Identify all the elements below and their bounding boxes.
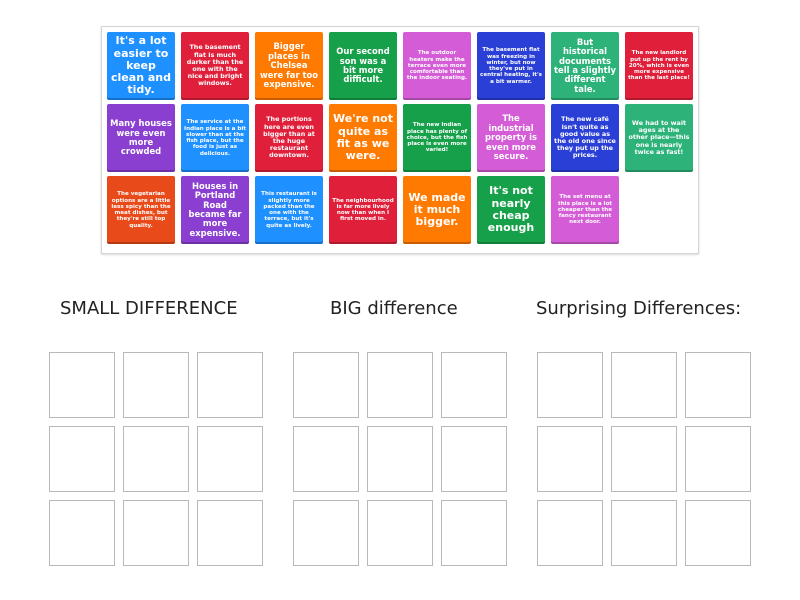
sentence-card-text: The outdoor heaters make the terrace eve… <box>406 50 468 82</box>
drop-slot-surprising[interactable] <box>685 426 751 492</box>
sentence-card[interactable]: We're not quite as fit as we were. <box>329 104 397 172</box>
category-heading-small: SMALL DIFFERENCE <box>60 298 238 319</box>
sentence-card-text: Bigger places in Chelsea were far too ex… <box>260 41 318 90</box>
sentence-card[interactable]: Many houses were even more crowded <box>107 104 175 172</box>
drop-slot-small[interactable] <box>197 500 263 566</box>
drop-slot-small[interactable] <box>49 352 115 418</box>
sentence-card[interactable]: The service at the Indian place is a bit… <box>181 104 249 172</box>
sentence-card[interactable]: It's a lot easier to keep clean and tidy… <box>107 32 175 100</box>
sentence-card[interactable]: We had to wait ages at the other place—t… <box>625 104 693 172</box>
sentence-card-text: The basement flat was freezing in winter… <box>480 47 542 85</box>
drop-slot-big[interactable] <box>441 500 507 566</box>
sentence-card-text: The neighbourhood is far more lively now… <box>332 197 394 223</box>
card-pool: It's a lot easier to keep clean and tidy… <box>101 26 699 254</box>
sentence-card-text: We're not quite as fit as we were. <box>333 112 393 163</box>
sentence-card[interactable]: The new landlord put up the rent by 20%,… <box>625 32 693 100</box>
drop-slot-big[interactable] <box>441 352 507 418</box>
drop-slot-small[interactable] <box>123 426 189 492</box>
sentence-card-text: The new café isn't quite as good value a… <box>554 115 616 160</box>
drop-slot-big[interactable] <box>293 352 359 418</box>
drop-slot-small[interactable] <box>123 500 189 566</box>
sentence-card-text: But historical documents tell a slightly… <box>554 36 616 94</box>
sentence-card[interactable]: The set menu at this place is a lot chea… <box>551 176 619 244</box>
sentence-card[interactable]: But historical documents tell a slightly… <box>551 32 619 100</box>
category-heading-surprising: Surprising Differences: <box>536 298 742 319</box>
drop-slot-surprising[interactable] <box>611 426 677 492</box>
sentence-card-text: The basement flat is much darker than th… <box>186 43 244 88</box>
sentence-card[interactable]: The basement flat is much darker than th… <box>181 32 249 100</box>
drop-slot-surprising[interactable] <box>537 426 603 492</box>
category-heading-big: BIG difference <box>330 298 458 319</box>
sentence-card[interactable]: The industrial property is even more sec… <box>477 104 545 172</box>
drop-slot-surprising[interactable] <box>537 500 603 566</box>
drop-slot-big[interactable] <box>367 426 433 492</box>
drop-slot-surprising[interactable] <box>685 500 751 566</box>
drop-slot-surprising[interactable] <box>537 352 603 418</box>
sentence-card[interactable]: This restaurant is slightly more packed … <box>255 176 323 244</box>
sentence-card[interactable]: Our second son was a bit more difficult. <box>329 32 397 100</box>
sentence-card-text: The industrial property is even more sec… <box>485 113 537 162</box>
sentence-card-text: The set menu at this place is a lot chea… <box>557 194 613 226</box>
drop-slot-surprising[interactable] <box>685 352 751 418</box>
sentence-card[interactable]: We made it much bigger. <box>403 176 471 244</box>
sentence-card-text: The vegetarian options are a little less… <box>111 191 171 229</box>
sentence-card-text: We made it much bigger. <box>408 190 466 229</box>
sentence-card[interactable]: The new Indian place has plenty of choic… <box>403 104 471 172</box>
sentence-card-text: Our second son was a bit more difficult. <box>336 46 390 85</box>
sentence-card[interactable]: The basement flat was freezing in winter… <box>477 32 545 100</box>
drop-slot-small[interactable] <box>123 352 189 418</box>
drop-slot-small[interactable] <box>49 426 115 492</box>
drop-slot-small[interactable] <box>197 426 263 492</box>
sentence-card[interactable]: Bigger places in Chelsea were far too ex… <box>255 32 323 100</box>
sentence-card[interactable]: The outdoor heaters make the terrace eve… <box>403 32 471 100</box>
drop-slot-big[interactable] <box>293 426 359 492</box>
sentence-card-text: It's a lot easier to keep clean and tidy… <box>111 34 171 97</box>
drop-slot-surprising[interactable] <box>611 500 677 566</box>
drop-slot-big[interactable] <box>293 500 359 566</box>
drop-slot-big[interactable] <box>367 352 433 418</box>
sentence-card[interactable]: The portions here are even bigger than a… <box>255 104 323 172</box>
sentence-card[interactable]: The new café isn't quite as good value a… <box>551 104 619 172</box>
sentence-card[interactable]: It's not nearly cheap enough <box>477 176 545 244</box>
drop-slot-small[interactable] <box>49 500 115 566</box>
sentence-card-text: We had to wait ages at the other place—t… <box>628 119 690 156</box>
sentence-card-text: This restaurant is slightly more packed … <box>261 191 317 229</box>
drop-slot-big[interactable] <box>441 426 507 492</box>
sentence-card[interactable]: Houses in Portland Road became far more … <box>181 176 249 244</box>
drop-slot-surprising[interactable] <box>611 352 677 418</box>
sentence-card-text: Many houses were even more crowded <box>110 118 172 157</box>
sentence-card-text: It's not nearly cheap enough <box>487 184 535 235</box>
sentence-card-text: The portions here are even bigger than a… <box>263 115 315 160</box>
sentence-card-text: The new landlord put up the rent by 20%,… <box>628 50 690 82</box>
sentence-card-text: The service at the Indian place is a bit… <box>184 119 246 157</box>
sentence-card-text: The new Indian place has plenty of choic… <box>406 122 468 154</box>
drop-slot-small[interactable] <box>197 352 263 418</box>
sentence-card[interactable]: The neighbourhood is far more lively now… <box>329 176 397 244</box>
sentence-card[interactable]: The vegetarian options are a little less… <box>107 176 175 244</box>
sentence-card-text: Houses in Portland Road became far more … <box>188 180 242 238</box>
drop-slot-big[interactable] <box>367 500 433 566</box>
